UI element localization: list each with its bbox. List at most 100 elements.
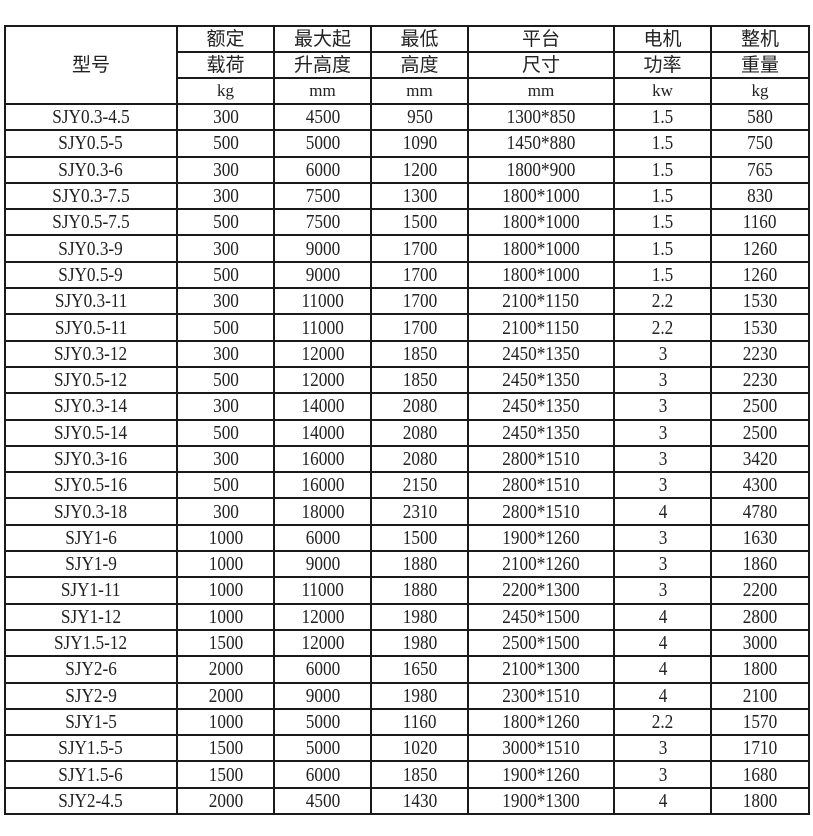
cell-text: 9000: [305, 553, 340, 576]
cell-max-lift-height: 11000: [273, 287, 372, 316]
cell-rated-load: 500: [176, 418, 275, 447]
cell-machine-weight: 1260: [710, 260, 810, 290]
cell-text: 2100*1260: [502, 553, 580, 576]
cell-machine-weight: 1630: [710, 523, 810, 553]
cell-text: 2200: [742, 579, 778, 602]
cell-text: 1500: [208, 763, 243, 786]
header-line1: 最大起: [273, 25, 372, 53]
cell-text: SJY1-11: [61, 579, 121, 602]
cell-text: 500: [212, 474, 239, 497]
cell-max-lift-height: 7500: [273, 208, 372, 237]
cell-machine-weight: 3420: [710, 444, 810, 474]
cell-min-height: 2150: [370, 471, 469, 500]
cell-text: 2100*1300: [502, 658, 580, 681]
cell-text: 2800*1510: [502, 500, 580, 523]
cell-rated-load: 2000: [176, 655, 275, 684]
cell-machine-weight: 2230: [710, 365, 810, 395]
cell-rated-load: 300: [176, 234, 275, 263]
cell-max-lift-height: 12000: [273, 602, 372, 631]
cell-rated-load: 1500: [176, 760, 275, 789]
cell-text: 11000: [301, 579, 344, 602]
cell-text: 1710: [742, 737, 778, 760]
cell-model: SJY0.5-9: [4, 260, 178, 290]
cell-max-lift-height: 16000: [273, 471, 372, 500]
cell-text: 3: [658, 448, 667, 470]
cell-min-height: 1300: [370, 181, 469, 211]
cell-text: 1500: [208, 737, 243, 760]
table-row: SJY0.3-14 300 14000 2080 2450*1350 3 2500: [4, 392, 810, 421]
cell-text: 1850: [402, 342, 437, 365]
cell-model: SJY1-6: [4, 523, 178, 553]
cell-min-height: 1700: [370, 287, 469, 316]
header-line1: 整机: [710, 25, 810, 53]
spec-table: 型号 额定 最大起 最低 平台 电机 整机 载荷 升高度 高度 尺寸 功率 重量 kg mm mm mm k…: [4, 25, 810, 816]
cell-text: SJY1.5-12: [54, 632, 128, 655]
cell-model: SJY0.3-4.5: [4, 102, 178, 132]
cell-text: 9000: [305, 263, 340, 286]
cell-platform-size: 2450*1500: [467, 602, 615, 631]
cell-motor-power: 4: [613, 786, 712, 816]
cell-rated-load: 300: [176, 497, 275, 526]
cell-text: 2230: [742, 342, 778, 365]
cell-text: 2450*1500: [502, 605, 580, 628]
header-unit: mm: [273, 77, 372, 105]
cell-text: 1800*900: [506, 158, 576, 181]
cell-motor-power: 3: [613, 444, 712, 474]
cell-platform-size: 2100*1150: [467, 313, 615, 342]
cell-text: 4: [658, 632, 667, 655]
cell-text: 3000*1510: [502, 737, 580, 760]
cell-motor-power: 3: [613, 471, 712, 500]
cell-text: 3420: [742, 448, 778, 470]
cell-min-height: 1090: [370, 129, 469, 158]
cell-machine-weight: 1800: [710, 655, 810, 684]
cell-max-lift-height: 6000: [273, 523, 372, 553]
cell-text: 3000: [742, 632, 778, 655]
cell-model: SJY2-9: [4, 681, 178, 710]
cell-min-height: 2310: [370, 497, 469, 526]
cell-text: SJY0.5-12: [54, 369, 128, 392]
cell-machine-weight: 830: [710, 181, 810, 211]
cell-text: 750: [747, 132, 773, 155]
cell-rated-load: 1000: [176, 602, 275, 631]
cell-platform-size: 1800*1000: [467, 208, 615, 237]
cell-rated-load: 300: [176, 155, 275, 184]
cell-min-height: 1850: [370, 339, 469, 368]
cell-min-height: 1880: [370, 550, 469, 579]
cell-platform-size: 2800*1510: [467, 497, 615, 526]
table-row: SJY1-6 1000 6000 1500 1900*1260 3 1630: [4, 523, 810, 553]
cell-text: 1880: [402, 579, 437, 602]
cell-platform-size: 1800*1000: [467, 234, 615, 263]
cell-rated-load: 2000: [176, 681, 275, 710]
cell-text: SJY2-6: [65, 658, 117, 681]
cell-machine-weight: 2500: [710, 418, 810, 447]
cell-text: 950: [406, 106, 433, 129]
header-line1: 最低: [370, 25, 469, 53]
cell-text: 2000: [208, 789, 243, 812]
cell-text: 2500*1500: [502, 632, 580, 655]
cell-text: 3: [658, 737, 667, 760]
cell-motor-power: 3: [613, 734, 712, 763]
cell-machine-weight: 1710: [710, 734, 810, 763]
cell-text: 1500: [208, 632, 243, 655]
cell-text: 830: [747, 185, 773, 208]
cell-min-height: 1700: [370, 313, 469, 342]
cell-motor-power: 4: [613, 681, 712, 710]
cell-text: 3: [658, 342, 667, 365]
header-unit: mm: [370, 77, 469, 105]
cell-text: 12000: [301, 632, 344, 655]
table-row: SJY0.3-12 300 12000 1850 2450*1350 3 2230: [4, 339, 810, 368]
cell-text: 3: [658, 369, 667, 392]
table-row: SJY0.5-11 500 11000 1700 2100*1150 2.2 1530: [4, 313, 810, 342]
cell-text: SJY0.5-9: [58, 263, 124, 286]
cell-text: SJY0.3-14: [54, 395, 128, 418]
header-line1: 平台: [467, 25, 615, 53]
cell-text: 1980: [402, 684, 437, 707]
cell-text: 1000: [208, 605, 243, 628]
cell-text: 1650: [402, 658, 437, 681]
cell-max-lift-height: 14000: [273, 392, 372, 421]
table-row: SJY0.5-9 500 9000 1700 1800*1000 1.5 1260: [4, 260, 810, 290]
cell-min-height: 1700: [370, 234, 469, 263]
cell-platform-size: 2100*1150: [467, 287, 615, 316]
cell-text: 1160: [743, 211, 777, 234]
cell-text: 300: [212, 237, 239, 260]
